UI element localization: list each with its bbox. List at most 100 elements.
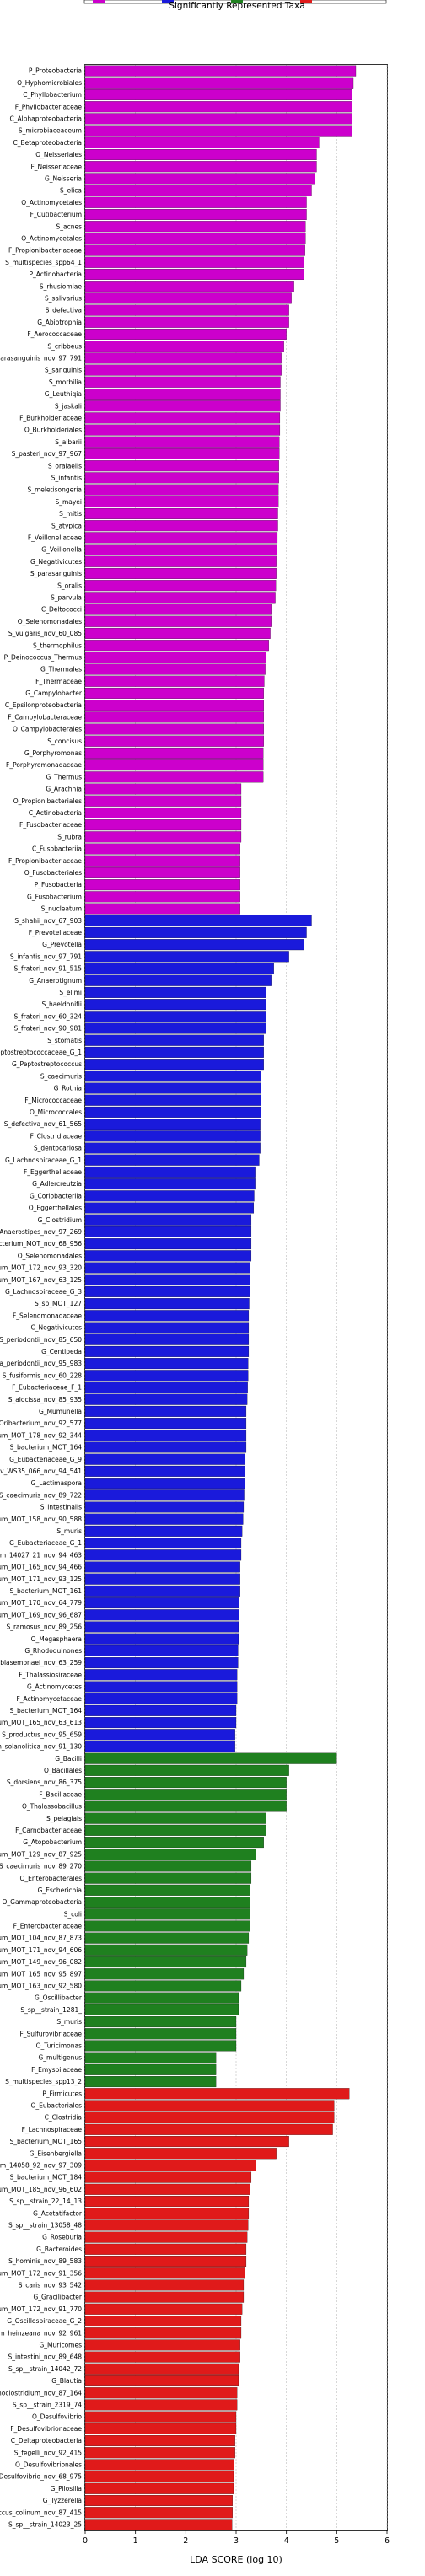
bar (84, 2447, 235, 2459)
bar (84, 2112, 335, 2123)
bar (84, 747, 264, 759)
category-label: F_Prevotellaceae (29, 929, 83, 936)
category-label: S_caecimuris (40, 1072, 82, 1080)
bar (84, 1752, 337, 1764)
category-label: F_Selenomonadaceae (13, 1312, 82, 1319)
category-label: S_bacterium_MOT_nov_WS35_066_nov_94_541 (0, 1468, 82, 1475)
category-label: O_Enterobacterales (19, 1875, 82, 1882)
bar (84, 436, 280, 448)
bar (84, 1046, 264, 1058)
category-label: C_Actinobacteria (29, 809, 82, 817)
bar (84, 951, 289, 963)
bar (84, 2256, 247, 2267)
bar (84, 2387, 238, 2399)
bar (84, 221, 306, 233)
category-label: S_periodontii_nov_85_650 (0, 1336, 82, 1344)
bar (84, 1538, 242, 1549)
category-label: C_Deltaproteobacteria (11, 2437, 82, 2445)
category-label: O_Eubacteriales (30, 2102, 82, 2110)
bar (84, 1441, 247, 1453)
category-label: G_Campylobacter (25, 690, 83, 697)
category-label: S_mayei (55, 498, 82, 506)
bar (84, 1932, 250, 1944)
bar (84, 2004, 239, 2015)
bar (84, 999, 266, 1011)
bar (84, 891, 240, 903)
bar (84, 1860, 252, 1872)
bar (84, 1453, 245, 1465)
category-label: S_bacterium_MOT_158_nov_90_588 (0, 1516, 82, 1523)
category-label: G_Anaerotignum (29, 977, 82, 985)
bar (84, 592, 276, 604)
category-label: S_salivarius (45, 294, 82, 302)
category-label: S_frateri_nov_60_324 (14, 1012, 83, 1020)
category-label: S_cribbeus (47, 342, 82, 350)
bar (84, 783, 242, 795)
category-label: G_Pilosilia (51, 2485, 82, 2493)
bar (84, 1345, 250, 1357)
category-label: S_bacterium_MOT_184 (9, 2174, 82, 2182)
bar (84, 113, 352, 125)
bar (84, 2363, 239, 2375)
bar (84, 1310, 250, 1322)
category-label: O_Turicimonas (36, 2042, 82, 2050)
bar (84, 1573, 240, 1585)
bar (84, 1405, 247, 1417)
category-label: F_Burkholderiaceae (19, 414, 82, 421)
category-label: O_Selenomonadales (18, 618, 82, 625)
category-label: S_caecimuris_nov_89_270 (0, 1863, 82, 1870)
bar (84, 125, 352, 137)
bar (84, 555, 277, 567)
category-label: G_Negativicutes (30, 558, 82, 566)
category-label: G_Acetatifactor (33, 2209, 83, 2217)
bar (84, 986, 266, 998)
category-label: S_dorsiens_nov_86_375 (7, 1779, 82, 1786)
bar (84, 2028, 237, 2040)
bar (84, 1262, 250, 1274)
category-label: S_shahii_nov_67_903 (14, 917, 82, 925)
category-label: S_caecimuris_nov_89_722 (0, 1491, 82, 1499)
category-label: O_Micrococcales (30, 1108, 82, 1116)
x-tick-label: 4 (284, 2536, 289, 2546)
category-label: S_jaskali (55, 402, 82, 410)
category-labels: P_Proteobacteria O_Hyphomicrobiales C_Phyl… (0, 67, 83, 2529)
bar (84, 2016, 237, 2028)
category-label: O_Desulfovibrio (32, 2413, 82, 2421)
x-tick-label: 0 (83, 2536, 88, 2546)
bar (84, 1082, 261, 1094)
bar (84, 412, 281, 424)
category-label: S_bacterium_MOT_104_nov_87_873 (0, 1935, 82, 1942)
bar (84, 2040, 237, 2052)
category-label: G_Atopobacterium (23, 1838, 82, 1846)
category-label: G_Adlercreutzia (32, 1180, 82, 1188)
category-label: S_pasteri_nov_97_967 (12, 450, 83, 458)
bar (84, 2316, 242, 2327)
bar (84, 2076, 217, 2088)
bar (84, 1238, 252, 1250)
bar (84, 627, 271, 639)
bar (84, 1130, 261, 1142)
bar (84, 148, 317, 161)
category-label: F_Propionibacteriaceae (8, 247, 82, 255)
bar (84, 281, 294, 292)
bar (84, 2399, 238, 2411)
category-label: S_fegelli_nov_92_415 (14, 2449, 83, 2456)
bar (84, 675, 265, 687)
bar (84, 304, 289, 316)
bar (84, 1824, 266, 1836)
bar (84, 341, 284, 352)
category-label: S_sp__strain_13058_48 (8, 2222, 82, 2230)
bar (84, 424, 281, 436)
bar (84, 1645, 239, 1656)
category-label: G_Oscillibacter (35, 1994, 83, 2002)
category-label: F_Propionibacteriaceae (8, 857, 82, 865)
category-label: S_bacterium_MOT_165_nov_94_466 (0, 1564, 82, 1571)
category-label: G_multigenus (38, 2054, 82, 2062)
category-label: S_bacterium_MOT_129_nov_87_925 (0, 1850, 82, 1858)
category-label: S_frateri_nov_90_981 (14, 1025, 83, 1033)
category-label: G_Eubacteriaceae_G_1 (9, 1539, 82, 1547)
category-label: G_Rothia (54, 1085, 82, 1092)
category-label: G_Thermus (46, 773, 83, 781)
bar (84, 2267, 245, 2279)
bar (84, 2507, 233, 2519)
